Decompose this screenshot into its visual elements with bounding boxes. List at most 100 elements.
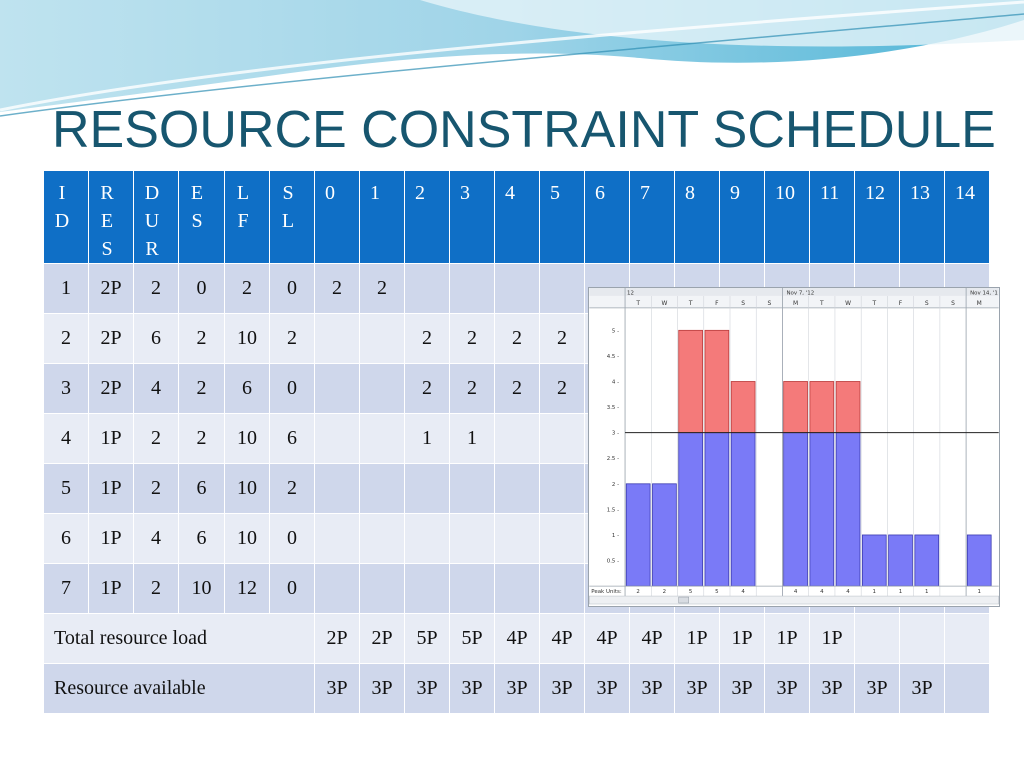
cell-dur: 2 [133,413,179,464]
timescale-day-label: S [925,300,929,307]
cell-day-5: 2 [539,313,585,364]
cell-es: 2 [178,363,225,414]
value-cell: 3P [854,663,900,714]
cell-day-3: 2 [449,363,495,414]
cell-id: 1 [43,263,89,314]
cell-res: 1P [88,563,134,614]
cell-es: 2 [178,413,225,464]
value-cell: 3P [539,663,585,714]
cell-day-4 [494,563,540,614]
value-cell: 1P [764,613,810,664]
allocation-bar [652,483,677,587]
scrollbar-thumb[interactable] [678,596,689,604]
cell-day-4 [494,263,540,314]
cell-day-1 [359,563,405,614]
timescale-day-label: T [635,300,640,307]
peak-units-value: 4 [820,589,824,595]
overallocation-bar [809,381,835,434]
allocation-bar [861,534,887,587]
cell-day-4 [494,463,540,514]
value-cell [899,613,945,664]
value-cell [944,663,990,714]
cell-day-5 [539,413,585,464]
overallocation-bar [783,381,808,434]
cell-sl: 0 [269,363,315,414]
cell-sl: 6 [269,413,315,464]
header-day-3: 3 [449,170,495,264]
timescale-day-label: T [871,300,876,307]
value-cell: 1P [809,613,855,664]
allocation-bar [835,432,861,587]
allocation-bar [678,432,703,587]
header-day-7: 7 [629,170,675,264]
cell-res: 1P [88,513,134,564]
header-day-2: 2 [404,170,450,264]
cell-day-3: 1 [449,413,495,464]
cell-dur: 2 [133,463,179,514]
timescale-day-label: M [793,300,798,307]
cell-day-2: 2 [404,313,450,364]
timescale-week-label: 12 [627,290,634,296]
cell-res: 2P [88,363,134,414]
cell-lf: 10 [224,463,270,514]
value-cell: 4P [584,613,630,664]
cell-es: 10 [178,563,225,614]
value-cell [854,613,900,664]
cell-day-1 [359,513,405,564]
y-tick-label: 5 - [612,328,619,334]
timescale-day-strip [589,295,999,308]
cell-day-1 [359,413,405,464]
value-cell: 3P [809,663,855,714]
timescale-day-label: S [767,300,771,307]
y-tick-label: 3 - [612,431,619,437]
resource-histogram-chart: 12 Nov 7, '12 Nov 14, '1T W T F S S M T W T F S S M5 -4… [588,287,1000,607]
overallocation-bar [835,381,861,434]
value-cell: 3P [674,663,720,714]
cell-id: 3 [43,363,89,414]
timescale-week-label: Nov 7, '12 [786,290,814,296]
peak-units-value: 4 [794,589,798,595]
cell-id: 4 [43,413,89,464]
overallocation-bar [730,381,756,434]
header-day-12: 12 [854,170,900,264]
value-cell: 4P [629,613,675,664]
value-cell: 3P [629,663,675,714]
peak-units-value: 4 [741,589,745,595]
value-cell: 1P [719,613,765,664]
cell-dur: 2 [133,563,179,614]
cell-day-1 [359,363,405,414]
cell-day-0 [314,363,360,414]
peak-units-value: 2 [663,589,666,595]
cell-res: 2P [88,263,134,314]
header-wave-decoration [0,0,1024,117]
row-label: Total resource load [43,613,315,664]
y-tick-label: 4 - [612,379,619,385]
total-load-row: Total resource load 2P 2P 5P 5P 4P 4P 4P 4P 1P 1P 1… [43,613,990,664]
horizontal-scrollbar[interactable] [589,595,999,605]
cell-day-3 [449,263,495,314]
allocation-bar [914,534,940,587]
y-tick-label: 0.5 - [607,559,619,565]
value-cell: 5P [449,613,495,664]
allocation-bar [625,483,651,587]
header-day-11: 11 [809,170,855,264]
cell-day-0: 2 [314,263,360,314]
value-cell: 3P [764,663,810,714]
value-cell: 2P [359,613,405,664]
cell-day-4 [494,513,540,564]
y-tick-label: 1.5 - [607,507,619,513]
overallocation-bar [678,329,703,434]
cell-day-3 [449,463,495,514]
value-cell: 4P [494,613,540,664]
value-cell [944,613,990,664]
allocation-bar [730,432,756,587]
timescale-day-label: W [845,300,851,307]
cell-day-0 [314,513,360,564]
cell-es: 6 [178,513,225,564]
value-cell: 4P [539,613,585,664]
value-cell: 2P [314,613,360,664]
